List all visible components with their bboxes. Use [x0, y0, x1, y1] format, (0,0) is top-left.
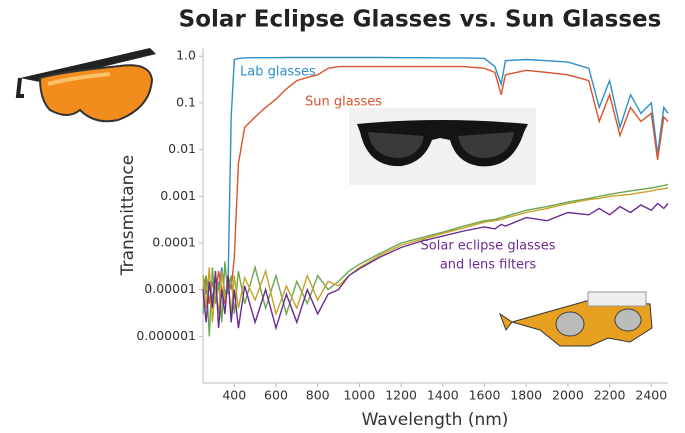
y-tick-label: 0.000001: [136, 328, 196, 343]
annotation: and lens filters: [440, 258, 537, 273]
x-tick-label: 2400: [635, 388, 667, 403]
safety-glasses-image: [15, 48, 156, 123]
x-tick-label: 1800: [510, 388, 542, 403]
y-tick-label: 0.00001: [144, 281, 196, 296]
annotation: Solar eclipse glasses: [421, 239, 556, 254]
annotation: Sun glasses: [305, 95, 382, 110]
x-tick-label: 2000: [552, 388, 584, 403]
eclipse-glasses-image: [498, 291, 653, 347]
x-tick-label: 2200: [594, 388, 626, 403]
x-tick-label: 800: [306, 388, 330, 403]
y-tick-label: 0.01: [168, 141, 196, 156]
y-tick-label: 0.0001: [152, 234, 196, 249]
y-tick-label: 1.0: [176, 48, 196, 63]
y-tick-label: 0.1: [176, 94, 196, 109]
x-tick-label: 600: [264, 388, 288, 403]
x-tick-label: 1000: [343, 388, 375, 403]
y-tick-label: 0.001: [160, 188, 196, 203]
x-tick-label: 1200: [385, 388, 417, 403]
x-tick-label: 1600: [469, 388, 501, 403]
series-line: [202, 202, 669, 331]
x-tick-label: 400: [222, 388, 246, 403]
y-axis-label: Transmittance: [118, 155, 138, 277]
series-line: [202, 183, 669, 337]
plot-area: 1.0 0.1 0.01 0.001 0.0001 0.00001 0.000001 400 6…: [136, 48, 668, 403]
annotation: Lab glasses: [240, 65, 316, 80]
x-axis-label: Wavelength (nm): [362, 410, 509, 430]
x-tick-label: 1400: [427, 388, 459, 403]
sunglasses-image: [349, 108, 536, 185]
chart-title: Solar Eclipse Glasses vs. Sun Glasses: [179, 7, 662, 33]
